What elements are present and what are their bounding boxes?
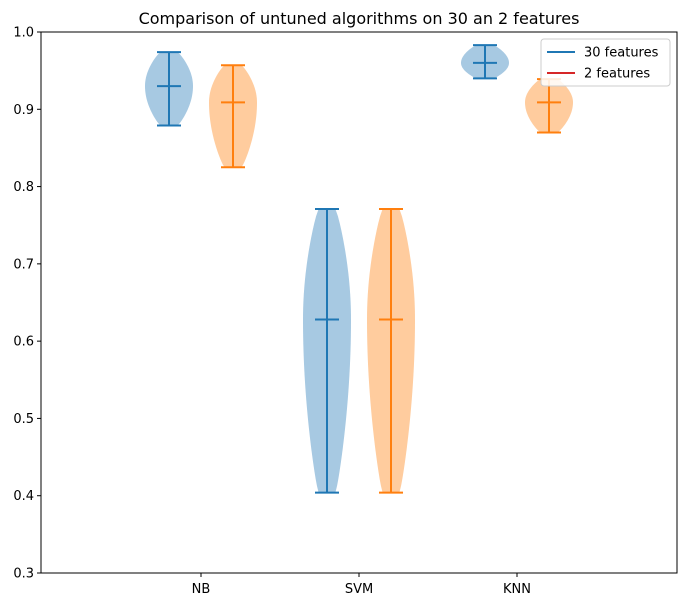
y-tick-label: 0.3 — [13, 567, 34, 582]
violin-nb-30-features — [145, 51, 193, 127]
violin-svm-2-features — [367, 207, 415, 494]
violin-svm-30-features — [303, 207, 351, 494]
legend-label: 2 features — [584, 67, 650, 82]
legend: 30 features 2 features — [540, 38, 671, 87]
x-tick-label: SVM — [345, 582, 373, 597]
x-tick-label: KNN — [503, 582, 531, 597]
legend-label: 30 features — [584, 46, 659, 61]
y-tick-label: 0.8 — [13, 180, 34, 195]
violin-knn-30-features — [461, 44, 509, 80]
x-tick-label: NB — [192, 582, 211, 597]
axes: 0.3 0.4 0.5 0.6 0.7 0.8 0.9 1.0 NB SVM KNN — [13, 26, 678, 597]
chart-title: Comparison of untuned algorithms on 30 a… — [139, 9, 580, 28]
y-tick-label: 0.6 — [13, 335, 34, 350]
y-tick-label: 0.4 — [13, 489, 34, 504]
y-tick-label: 0.5 — [13, 412, 34, 427]
y-tick-label: 0.9 — [13, 103, 34, 118]
violin-knn-2-features — [525, 78, 573, 134]
y-tick-label: 1.0 — [13, 26, 34, 41]
plot-area — [145, 44, 573, 494]
legend-box — [540, 38, 671, 87]
violin-nb-2-features — [209, 64, 257, 169]
y-tick-label: 0.7 — [13, 257, 34, 272]
axes-frame — [40, 31, 678, 574]
